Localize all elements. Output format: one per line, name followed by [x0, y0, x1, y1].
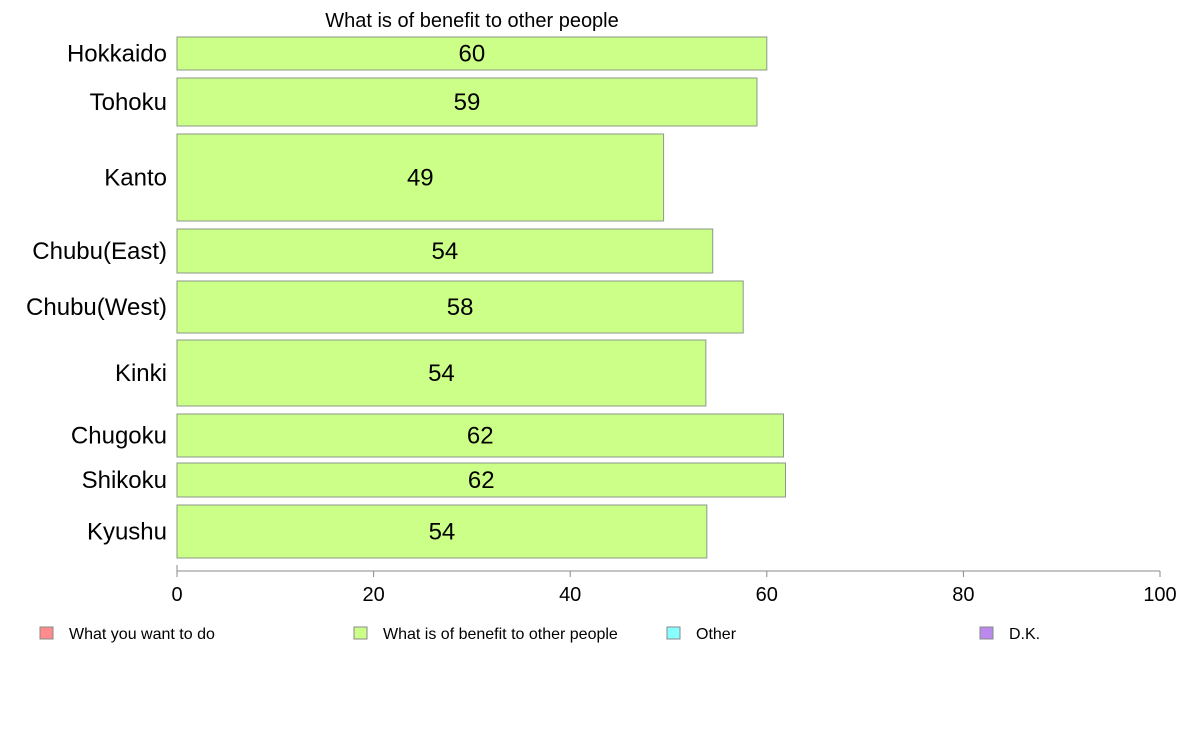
category-label: Hokkaido — [67, 41, 167, 68]
category-label: Chubu(East) — [32, 238, 167, 265]
legend: What you want to do What is of benefit to… — [39, 626, 1040, 643]
bar-chugoku — [176, 413, 785, 458]
data-label: 49 — [407, 165, 434, 192]
bar-tohoku — [176, 77, 758, 127]
data-label: 62 — [468, 467, 495, 494]
category-label: Kinki — [115, 360, 167, 387]
bar-chubu-east- — [176, 228, 714, 274]
x-tick-label: 80 — [952, 584, 974, 606]
bars-group: Hokkaido 60 Tohoku 59 Kanto 49 Chubu(East) 54 Ch… — [26, 36, 786, 559]
bar-kyushu — [176, 504, 708, 559]
legend-label: What is of benefit to other people — [383, 626, 618, 643]
data-label: 54 — [429, 519, 456, 546]
x-tick-label: 0 — [171, 584, 182, 606]
legend-swatch — [353, 626, 368, 640]
data-label: 59 — [454, 89, 481, 116]
x-tick-label: 20 — [362, 584, 384, 606]
category-label: Tohoku — [90, 89, 167, 116]
data-label: 62 — [467, 423, 494, 450]
category-label: Kyushu — [87, 519, 167, 546]
bar-shikoku — [176, 462, 786, 498]
data-label: 54 — [432, 238, 459, 265]
legend-swatch — [666, 626, 681, 640]
legend-swatch — [39, 626, 54, 640]
legend-label: Other — [696, 626, 737, 643]
bar-kanto — [176, 133, 665, 222]
category-label: Kanto — [104, 165, 167, 192]
legend-label: What you want to do — [69, 626, 215, 643]
bar-chubu-west- — [176, 280, 744, 334]
data-label: 58 — [447, 294, 474, 321]
data-label: 60 — [459, 41, 486, 68]
chart-title: What is of benefit to other people — [325, 10, 619, 32]
x-tick-label: 60 — [756, 584, 778, 606]
legend-label: D.K. — [1009, 626, 1040, 643]
category-label: Chugoku — [71, 423, 167, 450]
category-label: Shikoku — [82, 467, 167, 494]
category-label: Chubu(West) — [26, 294, 167, 321]
x-tick-label: 100 — [1143, 584, 1176, 606]
legend-swatch — [979, 626, 994, 640]
data-label: 54 — [428, 360, 455, 387]
x-axis: 0 20 40 60 80 100 — [171, 565, 1177, 606]
x-tick-label: 40 — [559, 584, 581, 606]
bar-hokkaido — [176, 36, 768, 71]
bar-kinki — [176, 339, 707, 407]
